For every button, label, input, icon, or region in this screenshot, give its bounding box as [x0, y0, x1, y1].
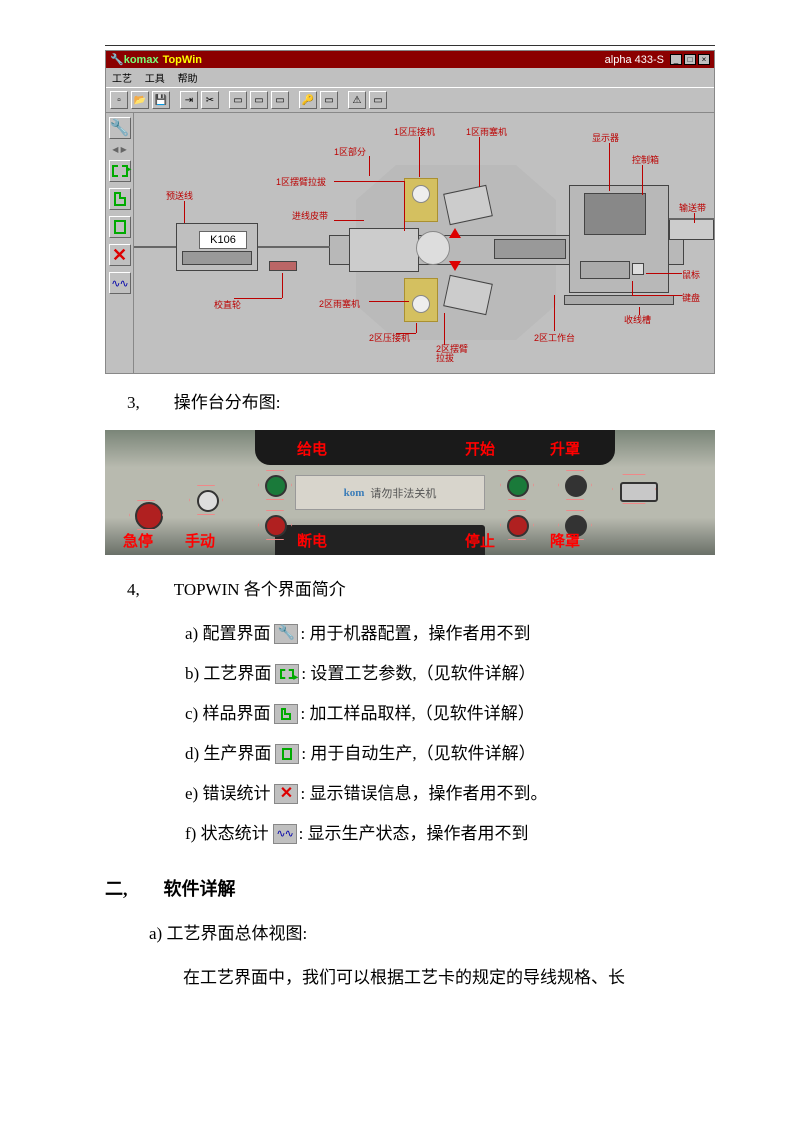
panel-estop: 急停 [123, 530, 153, 551]
panel-down: 降罩 [550, 530, 580, 551]
topwin-app: 🔧 komax TopWin alpha 433-S _ □ × 工艺 工具 帮… [105, 50, 715, 374]
lbl-arm2: 2区摆臂拉拔 [436, 345, 476, 363]
lbl-table2: 2区工作台 [534, 331, 575, 344]
panel-poweron: 给电 [297, 438, 327, 459]
tbtn-d[interactable]: ▭ [320, 91, 338, 109]
lbl-kbd: 键盘 [682, 291, 700, 304]
item-d: d) 生产界面 : 用于自动生产,（见软件详解） [185, 737, 715, 771]
lbl-part1: 1区部分 [334, 145, 366, 158]
lbl-straight: 校直轮 [214, 298, 241, 311]
prod-icon [275, 744, 299, 764]
brand: komax [124, 54, 159, 66]
close-button[interactable]: × [698, 54, 710, 65]
tech-icon [275, 664, 299, 684]
machine-diagram: K106 [134, 113, 714, 373]
menu-help[interactable]: 帮助 [178, 74, 198, 85]
tbtn-a[interactable]: ▭ [229, 91, 247, 109]
item-f: f) 状态统计 ∿∿ : 显示生产状态，操作者用不到 [185, 817, 715, 851]
menu-tool[interactable]: 工具 [145, 74, 165, 85]
app-title: TopWin [163, 54, 202, 66]
lbl-display: 显示器 [592, 131, 619, 144]
paragraph: 在工艺界面中，我们可以根据工艺卡的规定的导线规格、长 [149, 961, 715, 995]
side-sample[interactable] [109, 188, 131, 210]
lbl-presend: 预送线 [166, 189, 193, 202]
panel-up: 升罩 [550, 438, 580, 459]
menu-tech[interactable]: 工艺 [112, 74, 132, 85]
panel-poweroff: 断电 [297, 530, 327, 551]
k106-label: K106 [199, 231, 247, 249]
tbtn-warn[interactable]: ⚠ [348, 91, 366, 109]
tbtn-fwd[interactable]: ⇥ [180, 91, 198, 109]
section-3-title: 3, 操作台分布图: [127, 386, 715, 420]
toolbar: ▫ 📂 💾 ⇥ ✂ ▭ ▭ ▭ 🔑 ▭ ⚠ ▭ [106, 87, 714, 113]
menubar: 工艺 工具 帮助 [106, 68, 714, 87]
item-e: e) 错误统计 ✕ : 显示错误信息，操作者用不到。 [185, 777, 715, 811]
titlebar: 🔧 komax TopWin alpha 433-S _ □ × [106, 51, 714, 68]
lbl-conveyor: 输送带 [679, 201, 706, 214]
panel-manual: 手动 [185, 530, 215, 551]
item-a: a) 配置界面 🔧 : 用于机器配置，操作者用不到 [185, 617, 715, 651]
side-error[interactable]: ✕ [109, 244, 131, 266]
tbtn-new[interactable]: ▫ [110, 91, 128, 109]
maximize-button[interactable]: □ [684, 54, 696, 65]
lbl-press1: 1区压接机 [394, 125, 435, 138]
tbtn-b[interactable]: ▭ [250, 91, 268, 109]
sample-icon [274, 704, 298, 724]
lbl-tray: 收线槽 [624, 313, 651, 326]
model-label: alpha 433-S [605, 54, 664, 66]
sub-a: a) 工艺界面总体视图: [149, 917, 715, 951]
item-b: b) 工艺界面 : 设置工艺参数,（见软件详解） [185, 657, 715, 691]
panel-photo: kom 请勿非法关机 急停 手动 给电 断电 开始 停止 升罩 降罩 [105, 430, 715, 555]
tbtn-c[interactable]: ▭ [271, 91, 289, 109]
config-icon: 🔧 [274, 624, 298, 644]
section-4-title: 4, TOPWIN 各个界面简介 [127, 573, 715, 607]
lbl-plug1: 1区雨塞机 [466, 125, 507, 138]
side-status[interactable]: ∿∿ [109, 272, 131, 294]
error-icon: ✕ [274, 784, 298, 804]
tbtn-open[interactable]: 📂 [131, 91, 149, 109]
minimize-button[interactable]: _ [670, 54, 682, 65]
lbl-belt: 进线皮带 [292, 209, 328, 222]
tbtn-save[interactable]: 💾 [152, 91, 170, 109]
sidebar: 🔧 ◀ ▶ ✕ ∿∿ [106, 113, 134, 373]
lbl-mouse: 鼠标 [682, 268, 700, 281]
lbl-ctrl: 控制箱 [632, 153, 659, 166]
panel-label: kom 请勿非法关机 [295, 475, 485, 510]
side-config[interactable]: 🔧 [109, 117, 131, 139]
status-icon: ∿∿ [273, 824, 297, 844]
lbl-arm1: 1区摆臂拉拔 [276, 175, 326, 188]
tbtn-key[interactable]: 🔑 [299, 91, 317, 109]
lbl-plug2: 2区雨塞机 [319, 297, 360, 310]
panel-stop: 停止 [465, 530, 495, 551]
side-prod[interactable] [109, 216, 131, 238]
section-2-heading: 二, 软件详解 [105, 871, 715, 907]
item-c: c) 样品界面 : 加工样品取样,（见软件详解） [185, 697, 715, 731]
side-tech[interactable] [109, 160, 131, 182]
tbtn-cut[interactable]: ✂ [201, 91, 219, 109]
tbtn-e[interactable]: ▭ [369, 91, 387, 109]
panel-start: 开始 [465, 438, 495, 459]
